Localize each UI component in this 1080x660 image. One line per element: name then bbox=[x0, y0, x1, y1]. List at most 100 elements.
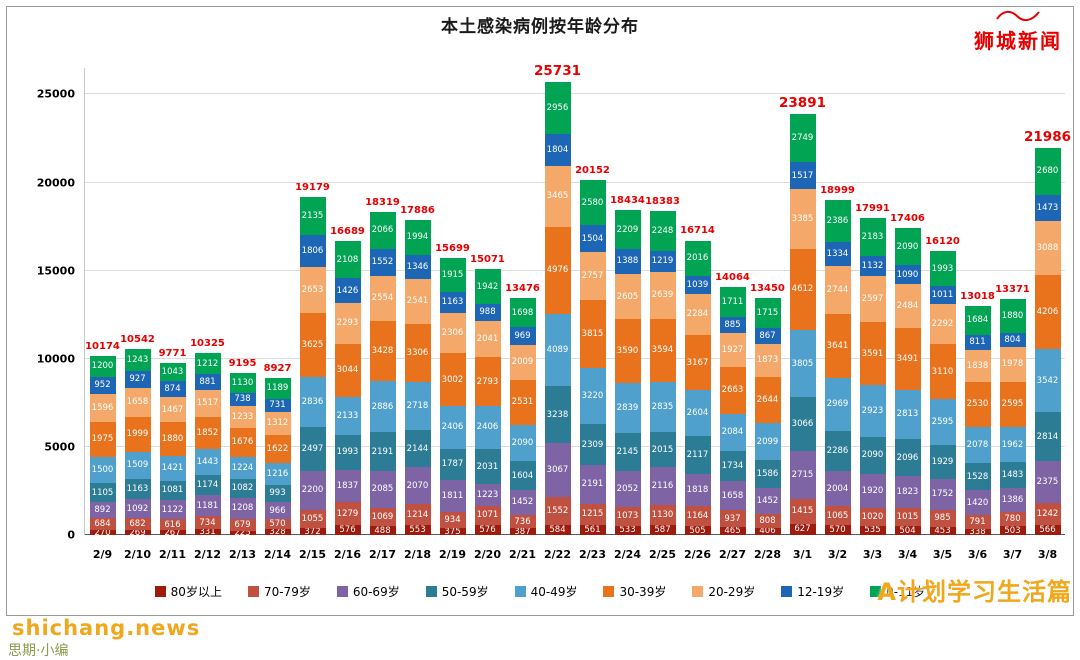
bar-segment: 881 bbox=[194, 374, 221, 390]
bar-segment: 338 bbox=[964, 528, 991, 536]
segment-value-label: 2293 bbox=[336, 318, 359, 329]
segment-value-label: 3594 bbox=[651, 345, 674, 356]
bar-segment: 804 bbox=[999, 332, 1026, 347]
bar-segment: 1020 bbox=[859, 507, 886, 526]
segment-value-label: 1216 bbox=[266, 468, 289, 479]
segment-value-label: 375 bbox=[444, 526, 461, 537]
segment-value-label: 2209 bbox=[616, 224, 639, 235]
segment-value-label: 1214 bbox=[406, 509, 429, 520]
segment-value-label: 1082 bbox=[231, 483, 254, 493]
bar-stack: 576 1071 1223 2031 2406 2793 2041 988 1942 bbox=[474, 269, 501, 535]
bar-segment: 1838 bbox=[964, 349, 991, 382]
bar-segment: 1443 bbox=[194, 449, 221, 475]
bar-segment: 2663 bbox=[719, 366, 746, 414]
bar-segment: 736 bbox=[509, 515, 536, 529]
segment-value-label: 1092 bbox=[126, 503, 149, 514]
bar-stack: 328 570 966 993 1216 1622 1312 731 1189 bbox=[264, 377, 291, 536]
bar-segment: 375 bbox=[439, 526, 466, 537]
segment-value-label: 867 bbox=[759, 330, 776, 341]
bar-column: 375 934 1811 1787 2406 3002 2306 1163 1915 15699 2… bbox=[435, 68, 470, 561]
bar-segment: 1312 bbox=[264, 411, 291, 435]
bar-stack: 387 736 1452 1604 2090 2531 2009 969 1698 bbox=[509, 297, 536, 535]
segment-value-label: 1164 bbox=[686, 510, 709, 521]
bar-segment: 4089 bbox=[544, 314, 571, 387]
bar-segment: 3110 bbox=[929, 344, 956, 400]
bar-segment: 3625 bbox=[299, 313, 326, 378]
segment-value-label: 1711 bbox=[721, 297, 744, 308]
bar-segment: 570 bbox=[264, 519, 291, 530]
bar-segment: 2200 bbox=[299, 471, 326, 510]
segment-value-label: 2923 bbox=[861, 405, 884, 416]
legend: 80岁以上 70-79岁 60-69岁 50-59岁 40-49岁 30-39岁 20-29… bbox=[0, 583, 1080, 600]
segment-value-label: 2793 bbox=[476, 376, 499, 387]
bar-segment: 2836 bbox=[299, 377, 326, 428]
segment-value-label: 1105 bbox=[91, 487, 114, 498]
bar-segment: 1214 bbox=[404, 503, 431, 526]
bar-segment: 1092 bbox=[124, 499, 151, 519]
x-axis-date-label: 2/27 bbox=[719, 548, 746, 561]
segment-value-label: 1415 bbox=[791, 506, 814, 517]
segment-value-label: 966 bbox=[269, 505, 286, 516]
bar-segment: 4612 bbox=[789, 248, 816, 331]
total-value-label: 10174 bbox=[85, 340, 120, 352]
bar-segment: 2680 bbox=[1034, 147, 1061, 195]
bar-segment: 267 bbox=[159, 528, 186, 536]
segment-value-label: 1978 bbox=[1001, 358, 1024, 369]
bar-segment: 3306 bbox=[404, 323, 431, 382]
segment-value-label: 679 bbox=[234, 519, 251, 530]
bar-segment: 2309 bbox=[579, 424, 606, 466]
segment-value-label: 2004 bbox=[826, 483, 849, 494]
segment-value-label: 2066 bbox=[371, 225, 394, 236]
y-axis-tick-label: 20000 bbox=[36, 176, 75, 190]
segment-value-label: 1011 bbox=[931, 289, 954, 300]
legend-item: 70-79岁 bbox=[247, 583, 311, 600]
bar-segment: 985 bbox=[929, 509, 956, 528]
segment-value-label: 570 bbox=[829, 524, 846, 535]
legend-item: 80岁以上 bbox=[154, 583, 222, 600]
segment-value-label: 2839 bbox=[616, 402, 639, 413]
bar-segment: 731 bbox=[264, 398, 291, 412]
bar-segment: 885 bbox=[719, 317, 746, 333]
bar-segment: 465 bbox=[719, 525, 746, 536]
x-axis-date-label: 3/7 bbox=[1002, 548, 1023, 561]
bar-segment: 1975 bbox=[89, 421, 116, 457]
bar-segment: 1130 bbox=[649, 504, 676, 525]
bar-stack: 375 934 1811 1787 2406 3002 2306 1163 1915 bbox=[439, 258, 466, 537]
bar-segment: 2133 bbox=[334, 397, 361, 435]
segment-value-label: 2757 bbox=[581, 270, 604, 281]
y-axis-tick-label: 10000 bbox=[36, 352, 75, 366]
x-axis-date-label: 2/22 bbox=[544, 548, 571, 561]
bar-segment: 270 bbox=[89, 528, 116, 536]
segment-value-label: 465 bbox=[724, 525, 741, 536]
segment-value-label: 1684 bbox=[966, 315, 989, 326]
bar-segment: 503 bbox=[999, 526, 1026, 535]
segment-value-label: 731 bbox=[269, 399, 286, 410]
bar-segment: 1552 bbox=[369, 248, 396, 276]
bar-segment: 679 bbox=[229, 519, 256, 532]
bar-segment: 1212 bbox=[194, 353, 221, 375]
segment-value-label: 1818 bbox=[686, 484, 709, 495]
segment-value-label: 2078 bbox=[966, 439, 989, 450]
total-value-label: 16689 bbox=[330, 225, 365, 237]
x-axis-date-label: 2/21 bbox=[509, 548, 536, 561]
bar-stack: 505 1164 1818 2117 2604 3167 2284 1039 2016 bbox=[684, 240, 711, 535]
segment-value-label: 3591 bbox=[861, 348, 884, 359]
segment-value-label: 2597 bbox=[861, 294, 884, 305]
bar-segment: 3385 bbox=[789, 189, 816, 249]
segment-value-label: 2306 bbox=[441, 327, 464, 338]
total-value-label: 16120 bbox=[925, 235, 960, 247]
brand-ornament-icon bbox=[995, 6, 1041, 25]
bar-segment: 2031 bbox=[474, 448, 501, 485]
bar-segment: 1993 bbox=[929, 251, 956, 287]
bar-segment: 1929 bbox=[929, 444, 956, 479]
bar-segment: 1517 bbox=[789, 162, 816, 190]
bar-segment: 1806 bbox=[299, 234, 326, 267]
bar-segment: 3067 bbox=[544, 443, 571, 498]
total-value-label: 17886 bbox=[400, 204, 435, 216]
bar-segment: 1711 bbox=[719, 287, 746, 318]
segment-value-label: 808 bbox=[759, 515, 776, 526]
bar-segment: 1181 bbox=[194, 495, 221, 517]
bar-segment: 4206 bbox=[1034, 275, 1061, 350]
segment-value-label: 1811 bbox=[441, 490, 464, 501]
bar-segment: 2597 bbox=[859, 276, 886, 323]
